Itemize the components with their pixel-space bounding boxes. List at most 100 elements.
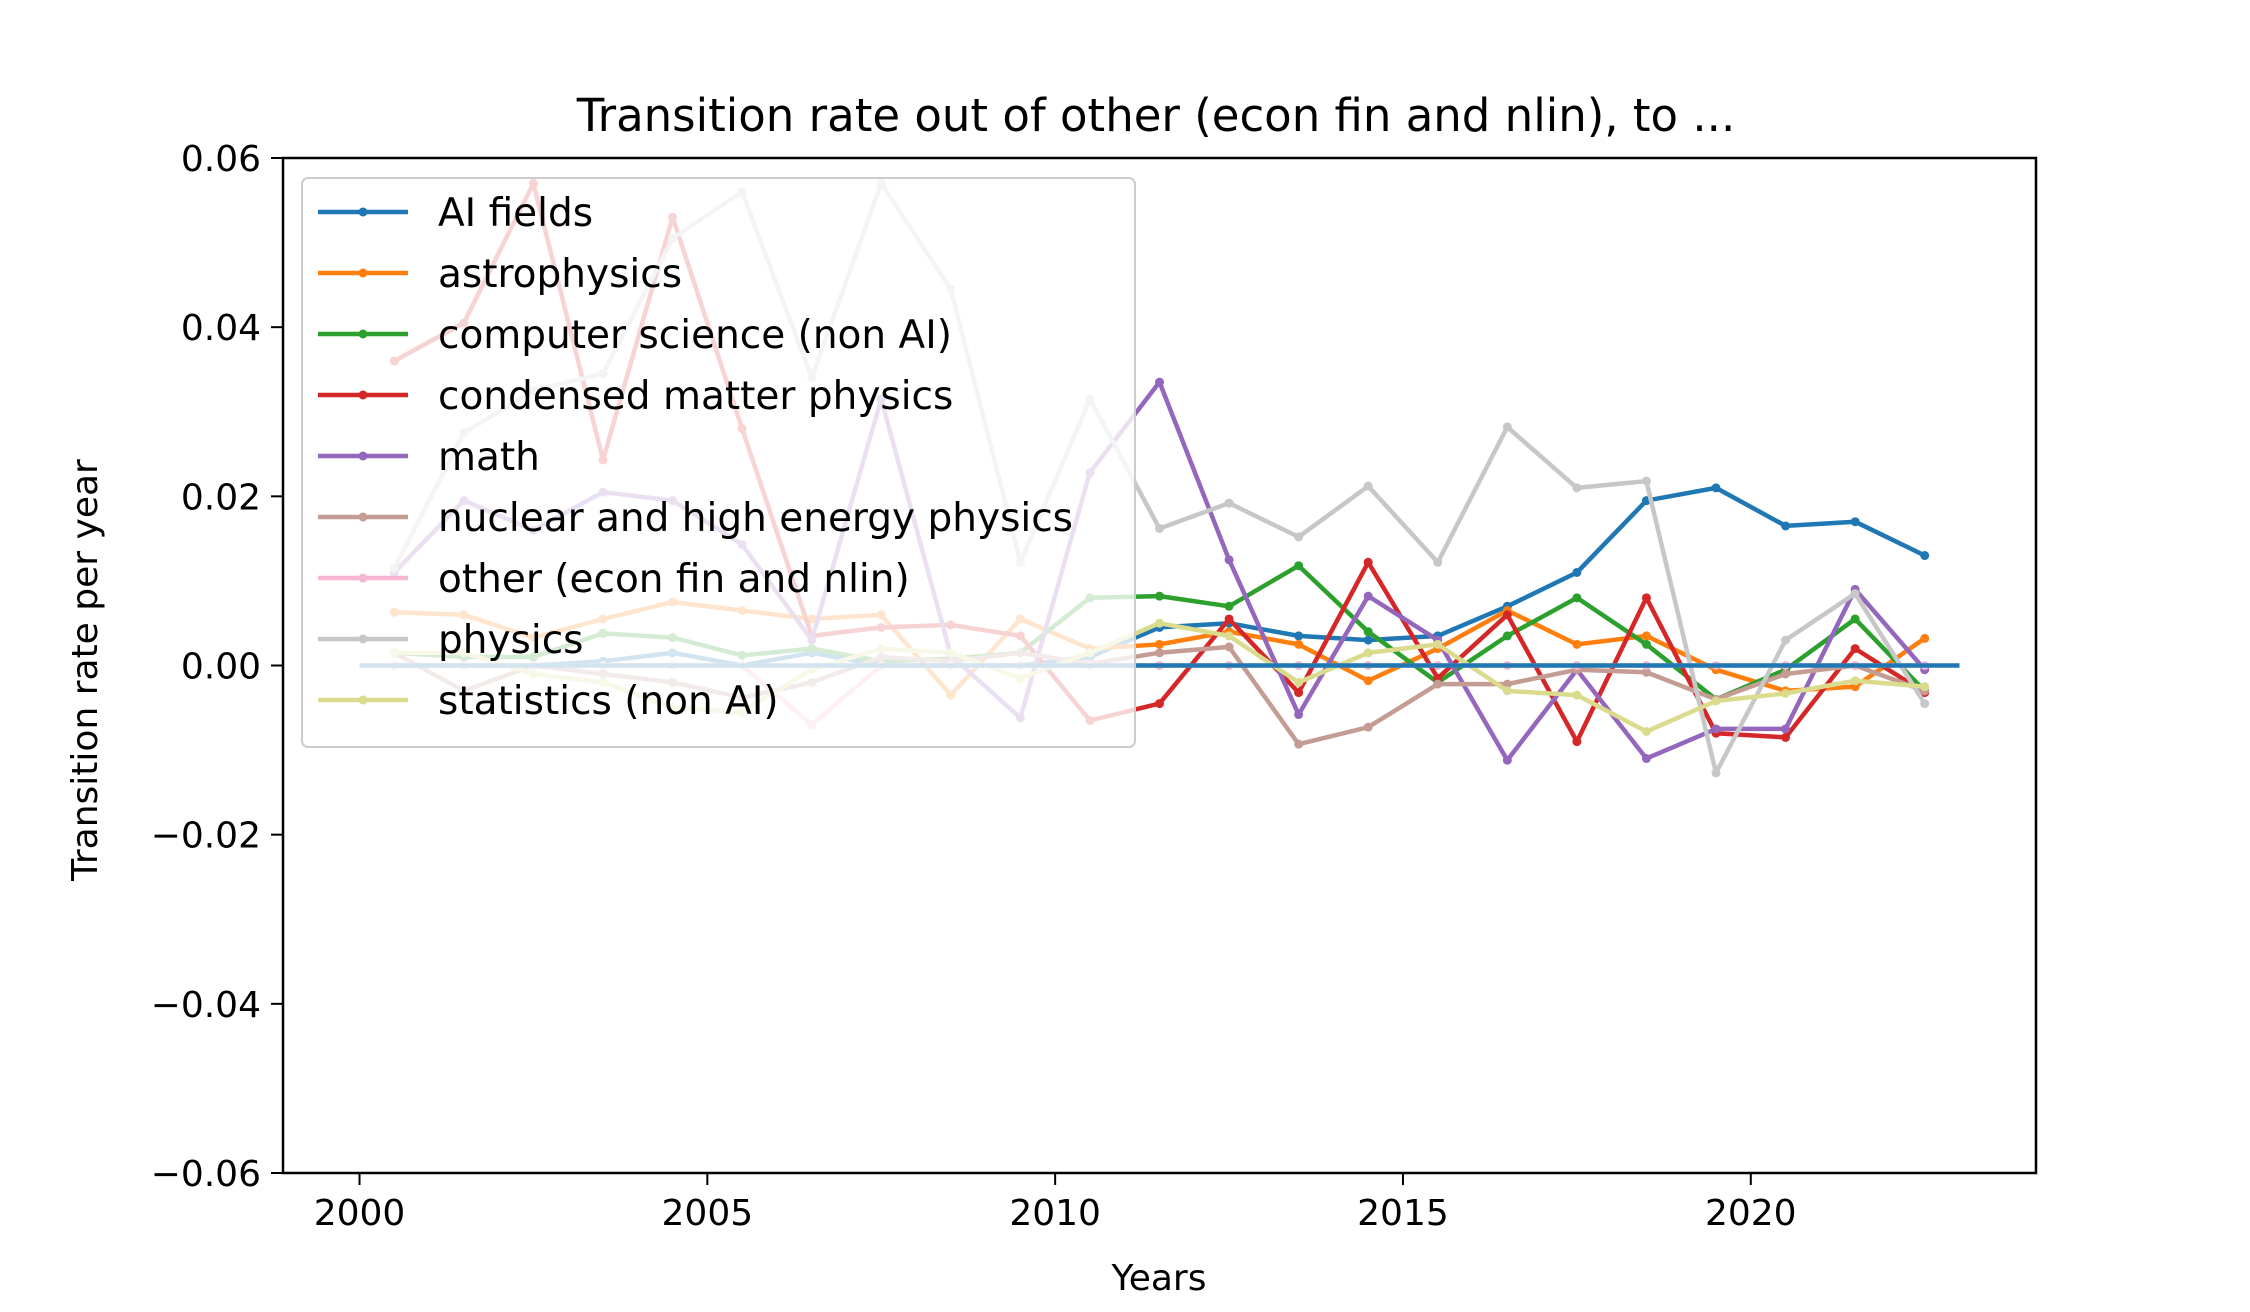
legend-label-0: AI fields <box>438 191 593 236</box>
legend-box <box>301 177 1136 748</box>
series-point-3-12 <box>1224 614 1234 624</box>
legend-marker-4 <box>358 451 368 461</box>
legend-marker-2 <box>358 329 368 339</box>
y-tick-label-0: −0.06 <box>151 1154 261 1195</box>
series-point-3-14 <box>1363 557 1373 567</box>
series-point-8-22 <box>1920 682 1930 692</box>
series-point-0-13 <box>1294 631 1304 641</box>
legend-label-1: astrophysics <box>438 252 682 297</box>
series-point-4-20 <box>1781 724 1791 734</box>
series-point-1-18 <box>1641 631 1651 641</box>
series-point-1-17 <box>1572 639 1582 649</box>
y-tick-label-2: −0.02 <box>151 816 261 857</box>
y-axis-label: Transition rate per year <box>65 459 106 882</box>
series-point-0-19 <box>1711 483 1721 493</box>
series-point-8-18 <box>1641 726 1651 736</box>
series-point-8-20 <box>1781 688 1791 698</box>
series-point-1-22 <box>1920 633 1930 643</box>
axes: 2000 2005 2010 2015 2020 −0.06 −0.04 −0.02 0.00 0… <box>151 139 2038 1234</box>
legend-label-5: nuclear and high energy physics <box>438 496 1073 541</box>
series-point-5-12 <box>1224 642 1234 652</box>
series-point-4-13 <box>1294 710 1304 720</box>
legend-label-4: math <box>438 435 540 480</box>
series-point-8-17 <box>1572 690 1582 700</box>
series-point-7-12 <box>1224 498 1234 508</box>
series-point-3-17 <box>1572 737 1582 747</box>
series-point-0-21 <box>1850 517 1860 527</box>
x-tick-label-2: 2010 <box>1009 1193 1101 1234</box>
legend-label-2: computer science (non AI) <box>438 313 952 358</box>
series-point-4-18 <box>1641 754 1651 764</box>
series-point-2-17 <box>1572 593 1582 603</box>
series-point-4-12 <box>1224 555 1234 565</box>
series-point-3-20 <box>1781 732 1791 742</box>
series-point-8-12 <box>1224 631 1234 641</box>
legend-marker-6 <box>358 573 368 583</box>
legend-marker-5 <box>358 512 368 522</box>
legend-marker-8 <box>358 695 368 705</box>
series-point-4-16 <box>1502 755 1512 765</box>
series-point-8-21 <box>1850 676 1860 686</box>
legend-marker-1 <box>358 268 368 278</box>
series-point-0-14 <box>1363 635 1373 645</box>
legend-marker-0 <box>358 207 368 217</box>
series-point-2-18 <box>1641 639 1651 649</box>
x-tick-label-1: 2005 <box>662 1193 754 1234</box>
series-point-2-14 <box>1363 627 1373 637</box>
series-point-3-21 <box>1850 644 1860 654</box>
legend-marker-7 <box>358 634 368 644</box>
series-point-5-18 <box>1641 667 1651 677</box>
series-point-7-19 <box>1711 768 1721 778</box>
series-point-4-19 <box>1711 724 1721 734</box>
x-tick-label-4: 2020 <box>1705 1193 1797 1234</box>
series-point-7-22 <box>1920 699 1930 709</box>
x-tick-label-0: 2000 <box>314 1193 406 1234</box>
series-point-8-15 <box>1433 639 1443 649</box>
series-point-5-13 <box>1294 739 1304 749</box>
legend-label-3: condensed matter physics <box>438 374 953 419</box>
y-tick-label-1: −0.04 <box>151 985 261 1026</box>
series-point-3-16 <box>1502 610 1512 620</box>
series-point-8-11 <box>1155 618 1164 628</box>
y-tick-label-6: 0.06 <box>181 139 261 180</box>
series-point-8-13 <box>1294 677 1304 687</box>
series-point-3-11 <box>1155 699 1164 709</box>
series-point-7-15 <box>1433 557 1443 567</box>
series-point-2-21 <box>1850 614 1860 624</box>
legend: AI fields astrophysics computer science (n… <box>301 177 1136 748</box>
x-axis-label: Years <box>1111 1258 1207 1299</box>
series-point-0-20 <box>1781 521 1791 531</box>
series-point-2-11 <box>1155 591 1164 601</box>
series-point-8-19 <box>1711 696 1721 706</box>
series-point-7-21 <box>1850 589 1860 599</box>
series-point-7-18 <box>1641 476 1651 486</box>
series-point-5-20 <box>1781 669 1791 679</box>
series-point-2-12 <box>1224 601 1234 611</box>
y-tick-label-3: 0.00 <box>181 647 261 688</box>
series-point-7-11 <box>1155 523 1164 533</box>
series-point-5-11 <box>1155 648 1164 658</box>
y-tick-label-5: 0.04 <box>181 308 261 349</box>
series-point-2-16 <box>1502 631 1512 641</box>
legend-label-6: other (econ fin and nlin) <box>438 557 910 602</box>
series-point-4-11 <box>1155 377 1164 387</box>
legend-label-7: physics <box>438 618 583 663</box>
legend-marker-3 <box>358 390 368 400</box>
series-point-8-14 <box>1363 648 1373 658</box>
series-point-5-15 <box>1433 679 1443 689</box>
series-point-7-14 <box>1363 481 1373 491</box>
series-point-3-13 <box>1294 688 1304 698</box>
series-point-5-14 <box>1363 722 1373 732</box>
y-tick-label-4: 0.02 <box>181 477 261 518</box>
series-point-5-16 <box>1502 679 1512 689</box>
series-point-7-13 <box>1294 532 1304 542</box>
series-point-0-22 <box>1920 551 1930 561</box>
series-point-1-13 <box>1294 639 1304 649</box>
chart-title: Transition rate out of other (econ fin a… <box>576 89 1736 142</box>
series-point-2-13 <box>1294 561 1304 571</box>
legend-label-8: statistics (non AI) <box>438 679 779 724</box>
series-point-4-14 <box>1363 591 1373 601</box>
series-point-7-20 <box>1781 635 1791 645</box>
series-point-1-14 <box>1363 676 1373 686</box>
